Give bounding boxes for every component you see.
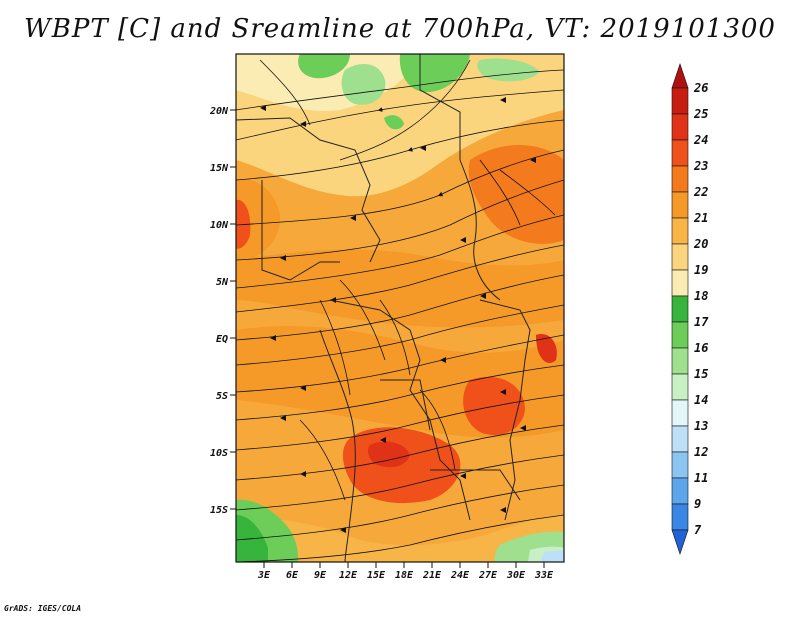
lon-label: 27E xyxy=(478,570,498,581)
lat-label: 5S xyxy=(216,391,228,402)
lon-label: 6E xyxy=(286,570,299,581)
colorbar-label: 15 xyxy=(694,367,708,381)
lon-label: 3E xyxy=(257,570,271,581)
lat-label: 15S xyxy=(210,505,228,516)
colorbar-top-triangle xyxy=(671,63,689,89)
colorbar-segment xyxy=(671,191,689,219)
lat-label: EQ xyxy=(216,334,228,345)
colorbar-label: 23 xyxy=(693,159,708,173)
lon-label: 12E xyxy=(339,570,358,581)
colorbar-segment xyxy=(671,87,689,115)
lon-label: 30E xyxy=(506,570,526,581)
chart-title: WBPT [C] and Sreamline at 700hPa, VT: 20… xyxy=(24,14,776,44)
colorbar-segment xyxy=(671,347,689,375)
colorbar-label: 24 xyxy=(693,133,708,147)
colorbar-segment xyxy=(671,503,689,531)
colorbar-segment xyxy=(671,321,689,349)
colorbar-label: 22 xyxy=(693,185,708,199)
lat-label: 20N xyxy=(209,106,229,117)
colorbar-label: 20 xyxy=(693,237,708,251)
colorbar-segment xyxy=(671,295,689,323)
colorbar-label: 13 xyxy=(694,419,708,433)
colorbar-segment xyxy=(671,373,689,401)
colorbar-segment xyxy=(671,399,689,427)
lon-label: 24E xyxy=(450,570,470,581)
lon-label: 33E xyxy=(534,570,554,581)
colorbar-bottom-triangle xyxy=(671,529,689,555)
lon-label: 18E xyxy=(395,570,414,581)
lat-label: 10S xyxy=(210,448,228,459)
colorbar-segment xyxy=(671,139,689,167)
colorbar-label: 17 xyxy=(694,315,709,329)
colorbar-label: 11 xyxy=(694,471,708,485)
wbpt-field xyxy=(236,54,564,562)
lat-axis: 20N 15N 10N 5N EQ 5S 10S 15S xyxy=(209,106,236,516)
lat-label: 10N xyxy=(210,220,229,231)
colorbar-label: 14 xyxy=(694,393,708,407)
map-frame xyxy=(235,53,565,563)
grads-credit: GrADS: IGES/COLA xyxy=(4,604,82,613)
streamlines xyxy=(236,59,564,562)
lon-label: 21E xyxy=(422,570,442,581)
colorbar-segment xyxy=(671,451,689,479)
colorbar-label: 9 xyxy=(694,497,701,511)
colorbar-label: 26 xyxy=(693,81,708,95)
colorbar-label: 18 xyxy=(694,289,708,303)
colorbar: 26 25 24 23 22 21 20 19 18 17 16 15 14 13 12 11 9 7 xyxy=(671,63,709,555)
colorbar-segment xyxy=(671,165,689,193)
colorbar-label: 21 xyxy=(693,211,708,225)
lon-label: 15E xyxy=(367,570,386,581)
colorbar-label: 19 xyxy=(694,263,708,277)
lat-label: 15N xyxy=(210,163,229,174)
colorbar-segment xyxy=(671,425,689,453)
colorbar-label: 16 xyxy=(694,341,708,355)
colorbar-label: 7 xyxy=(694,523,702,537)
colorbar-label: 25 xyxy=(693,107,708,121)
colorbar-segment xyxy=(671,477,689,505)
colorbar-segment xyxy=(671,269,689,297)
colorbar-segment xyxy=(671,217,689,245)
streamline-arrows xyxy=(260,97,536,533)
lat-label: 5N xyxy=(216,277,229,288)
colorbar-label: 12 xyxy=(694,445,708,459)
colorbar-segment xyxy=(671,243,689,271)
country-borders xyxy=(236,54,531,562)
lon-label: 9E xyxy=(314,570,327,581)
lon-axis: 3E 6E 9E 12E 15E 18E 21E 24E 27E 30E 33E xyxy=(257,562,554,581)
colorbar-segment xyxy=(671,113,689,141)
